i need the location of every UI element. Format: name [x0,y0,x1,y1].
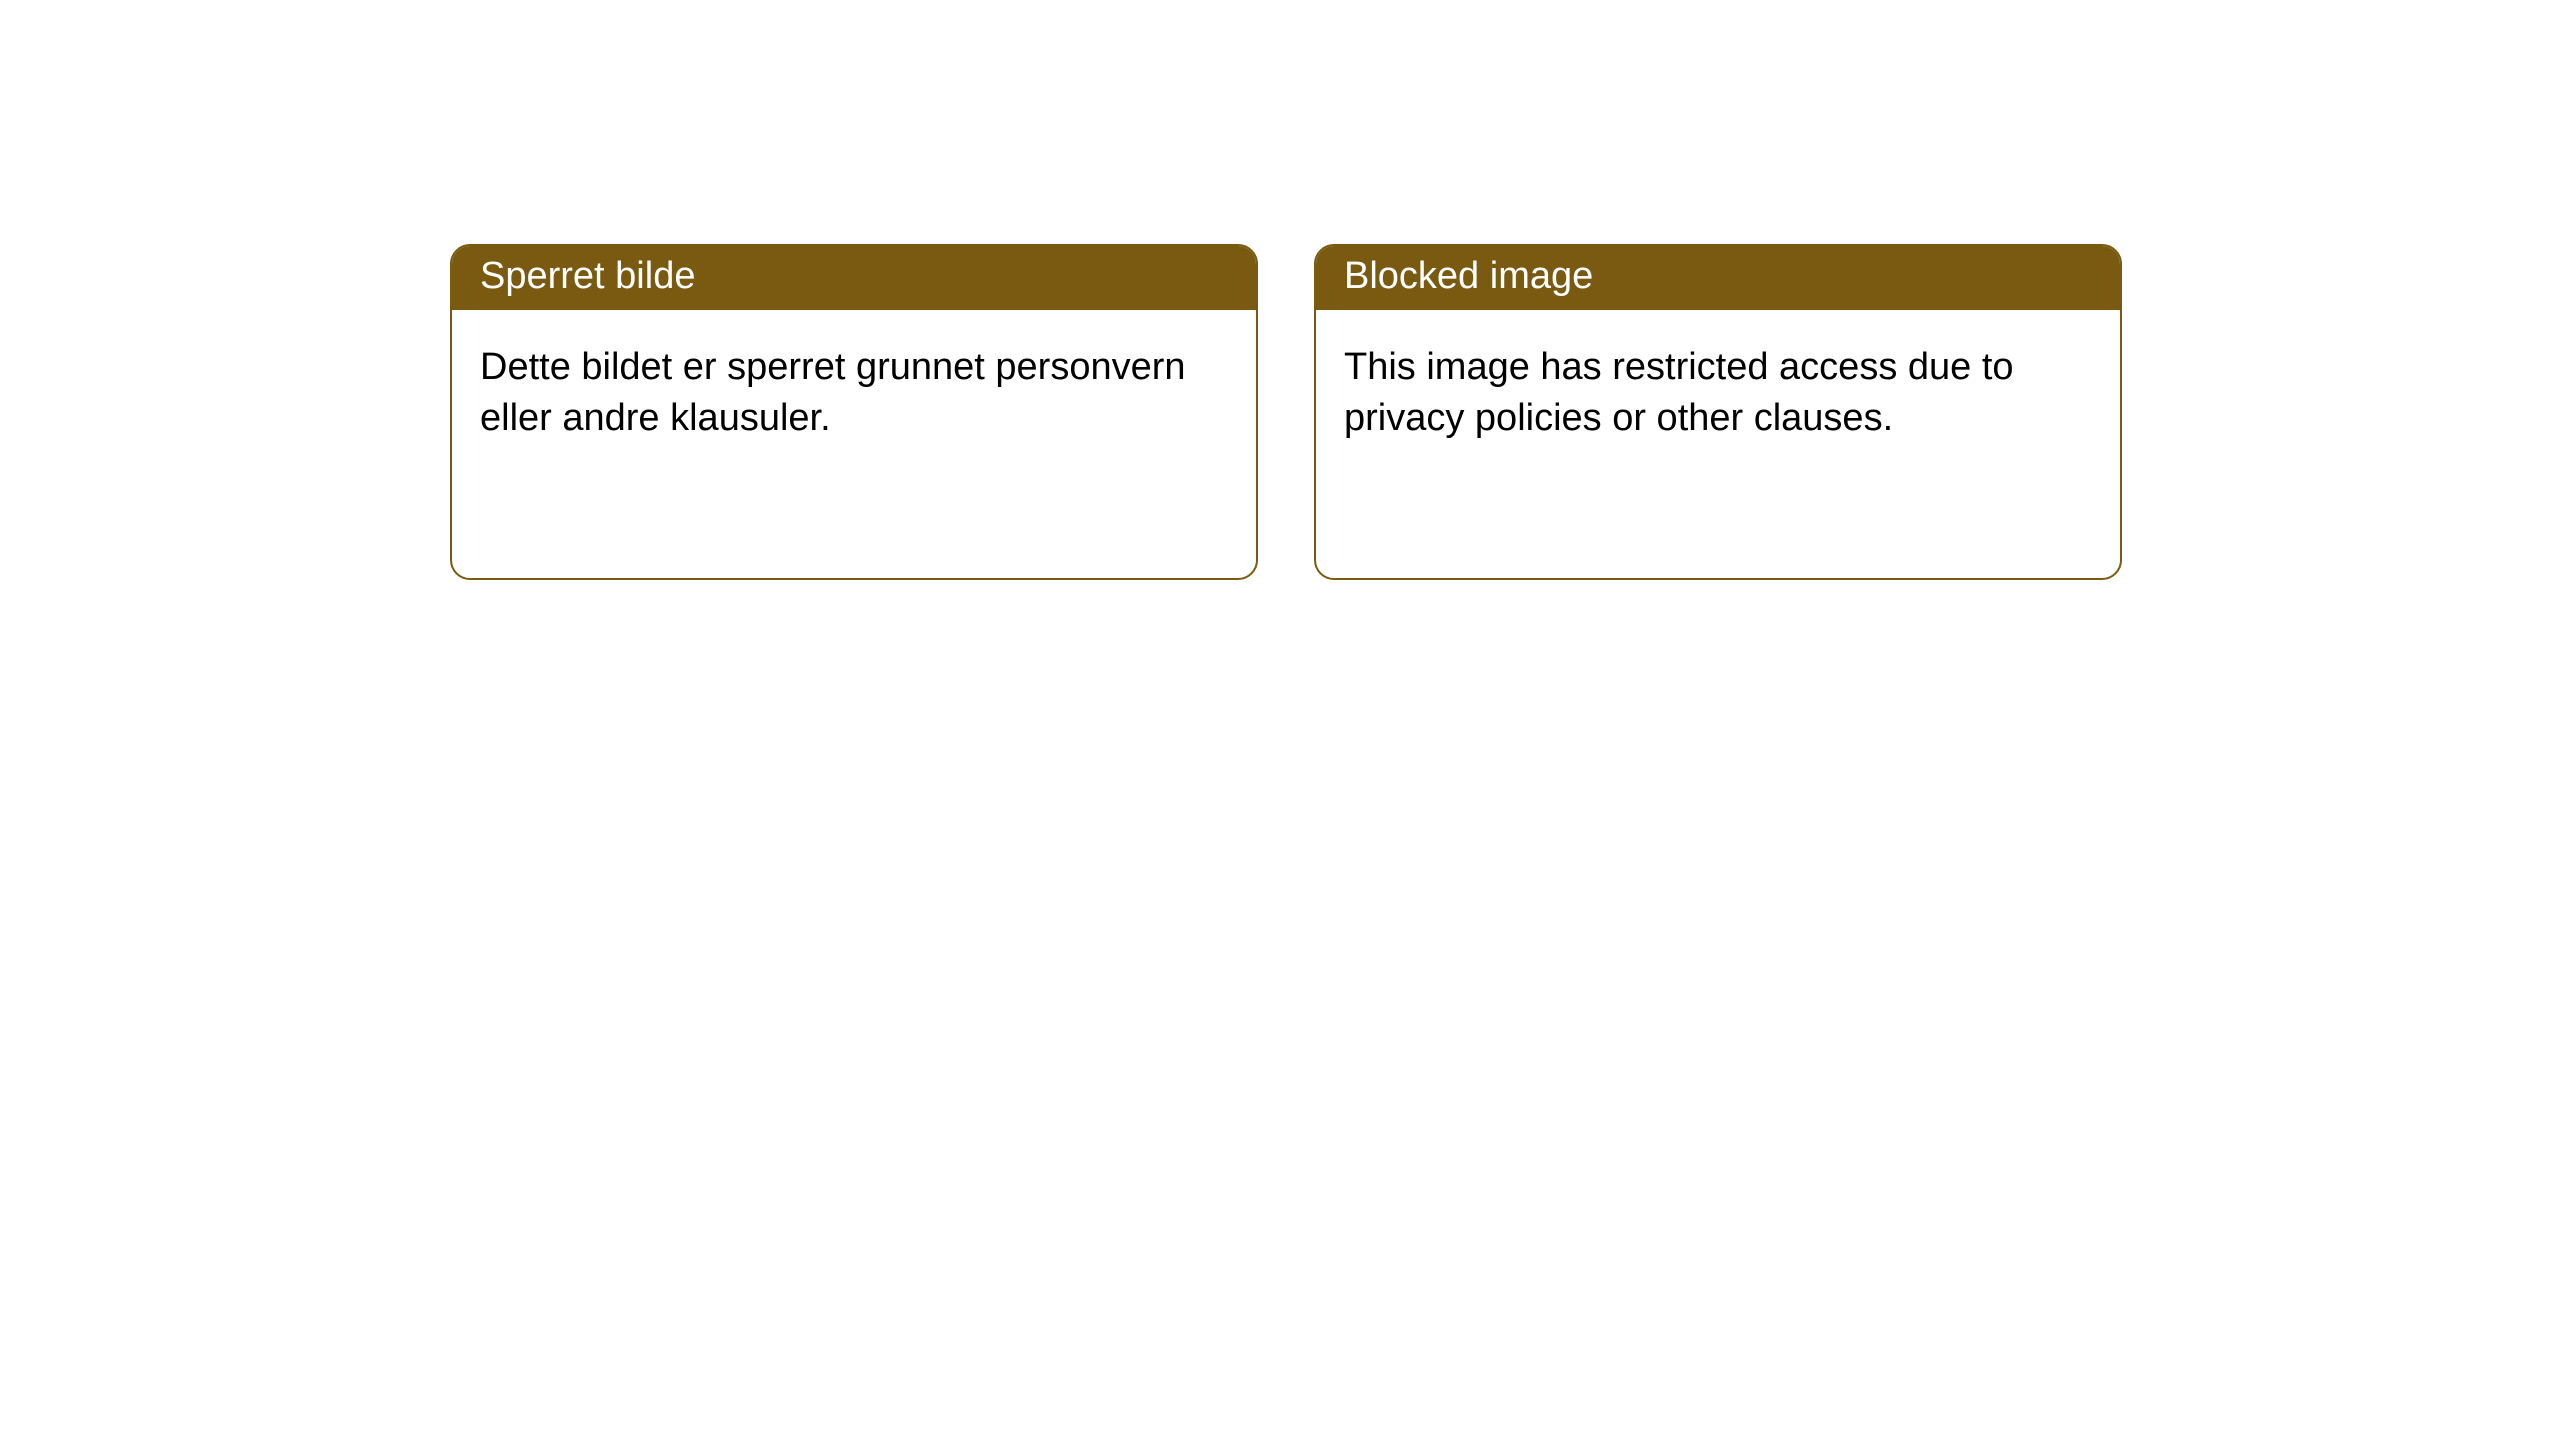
notice-card-english: Blocked image This image has restricted … [1314,244,2122,580]
notice-card-title: Blocked image [1316,246,2120,310]
notice-card-body: This image has restricted access due to … [1316,310,2120,477]
notice-container: Sperret bilde Dette bildet er sperret gr… [0,0,2560,580]
notice-card-title: Sperret bilde [452,246,1256,310]
notice-card-norwegian: Sperret bilde Dette bildet er sperret gr… [450,244,1258,580]
notice-card-body: Dette bildet er sperret grunnet personve… [452,310,1256,477]
